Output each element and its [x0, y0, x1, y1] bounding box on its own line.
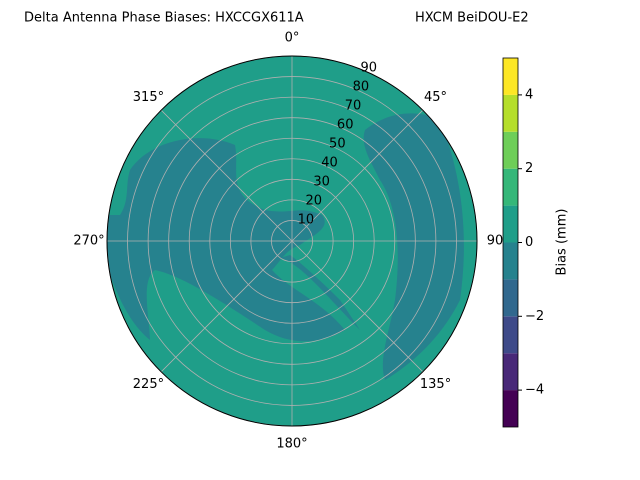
contour-region [363, 113, 464, 380]
colorbar-tick-label: 2 [525, 161, 533, 176]
polar-frame [106, 55, 478, 427]
colorbar-segment [503, 58, 518, 95]
grid-spoke [160, 109, 293, 242]
theta-tick-label: 180° [276, 437, 307, 452]
r-tick-label: 20 [305, 194, 322, 209]
colorbar-segment [503, 242, 518, 280]
r-tick-label: 30 [313, 175, 330, 190]
colorbar-tick-label: −2 [525, 309, 544, 324]
theta-tick-label: 0° [285, 31, 300, 46]
theta-tick-label: 315° [133, 90, 164, 105]
colorbar-segment [503, 316, 518, 354]
r-tick-label: 50 [329, 137, 346, 152]
theta-tick-label: 45° [424, 90, 447, 105]
colorbar-segment [503, 390, 518, 427]
r-tick-label: 80 [353, 80, 370, 95]
r-tick-label: 10 [298, 213, 315, 228]
colorbar-tick-label: −4 [525, 383, 544, 398]
r-tick-label: 60 [337, 118, 354, 133]
theta-tick-label: 90 [487, 234, 504, 249]
r-tick-label: 70 [345, 99, 362, 114]
grid-spoke [291, 109, 424, 242]
grid-spoke [291, 240, 424, 373]
colorbar-segment [503, 205, 518, 243]
colorbar-segment [503, 131, 518, 169]
theta-tick-label: 225° [133, 377, 164, 392]
colorbar-segment [503, 279, 518, 317]
chart-subtitle: HXCM BeiDOU-E2 [415, 11, 529, 26]
colorbar-tick-label: 4 [525, 87, 533, 102]
colorbar-segment [503, 94, 518, 132]
contour-region [107, 138, 345, 342]
grid-spoke [160, 240, 293, 373]
chart-title: Delta Antenna Phase Biases: HXCCGX611A [24, 11, 304, 26]
colorbar-segment [503, 353, 518, 391]
theta-tick-label: 270° [73, 234, 104, 249]
r-tick-label: 40 [321, 156, 338, 171]
theta-tick-label: 135° [420, 377, 451, 392]
colorbar-segment [503, 168, 518, 206]
r-tick-label: 90 [361, 61, 378, 76]
colorbar-tick-label: 0 [525, 235, 533, 250]
colorbar-label: Bias (mm) [555, 209, 570, 276]
